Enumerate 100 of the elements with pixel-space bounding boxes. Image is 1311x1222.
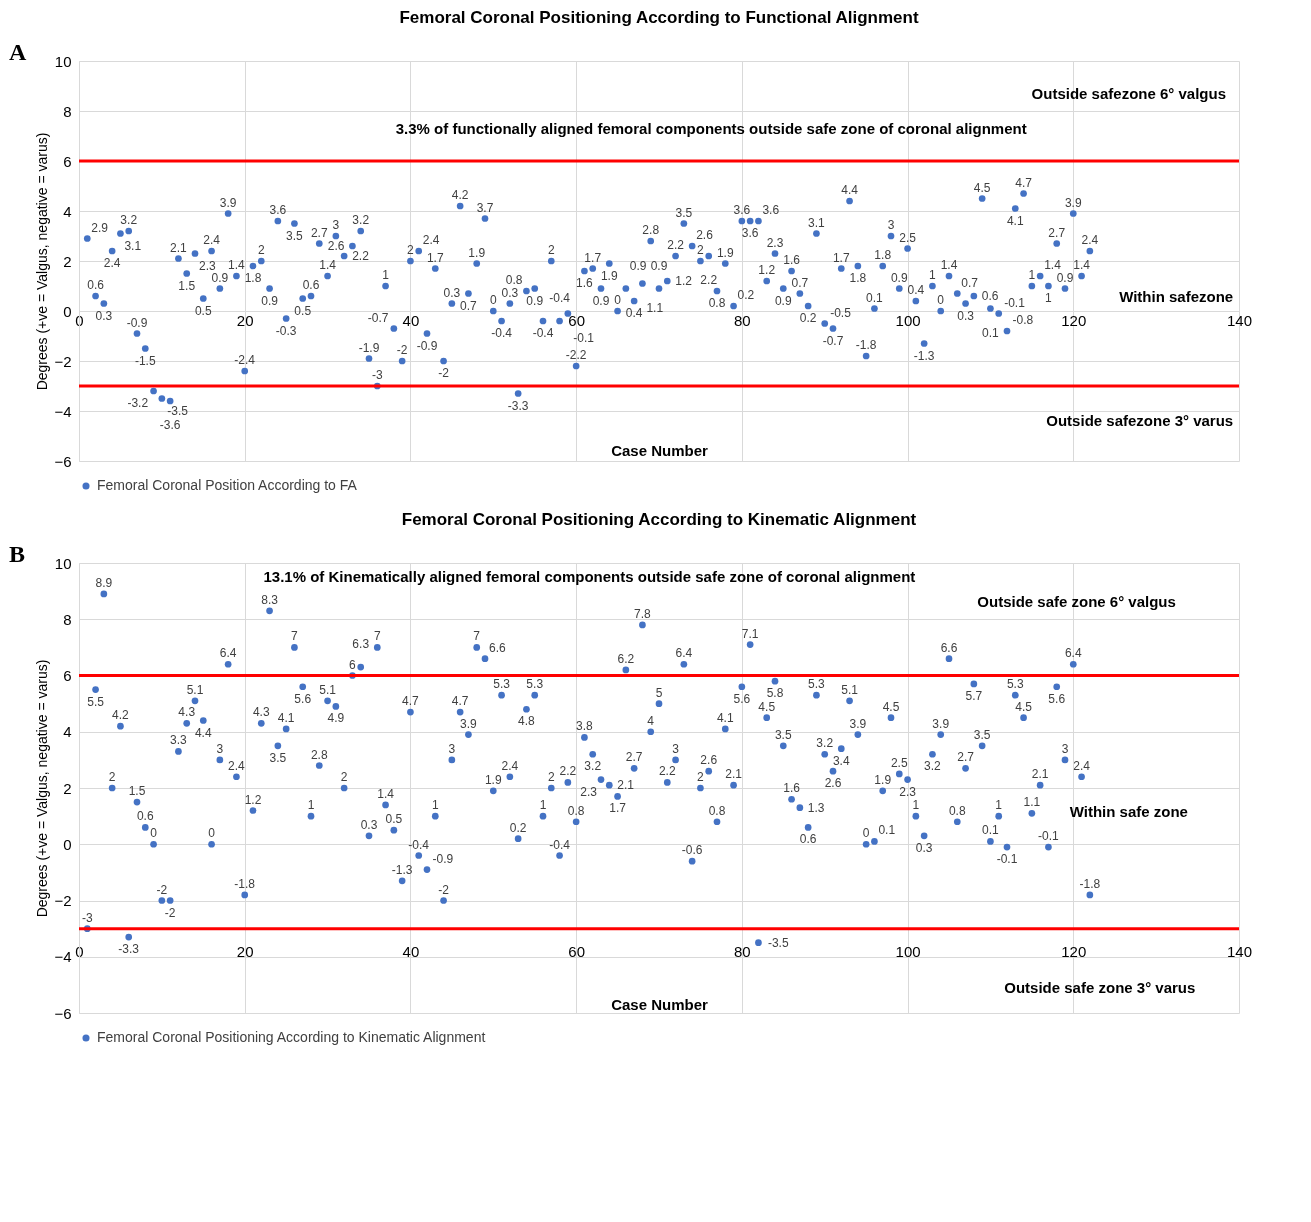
- data-label: 0.3: [915, 840, 933, 855]
- data-label: 0.8: [505, 273, 523, 287]
- data-label: 2.6: [700, 753, 718, 768]
- data-label: -0.4: [549, 291, 571, 305]
- data-label: -1.9: [358, 340, 380, 355]
- data-label: 2.2: [559, 764, 577, 779]
- data-label: 1.4: [377, 786, 395, 801]
- data-label: 3.5: [973, 727, 991, 742]
- data-label: -0.4: [491, 326, 513, 340]
- data-label: 0.5: [294, 303, 312, 318]
- data-label: 2.3: [766, 235, 784, 250]
- data-label: 3.1: [808, 215, 826, 230]
- data-label: -1.5: [134, 353, 156, 368]
- data-label: 0.9: [1056, 270, 1074, 285]
- data-label: 4.3: [178, 705, 196, 720]
- data-label: 1.4: [319, 258, 337, 272]
- data-label: 3.9: [932, 716, 950, 731]
- data-label: 1.8: [874, 248, 892, 262]
- data-label: -0.1: [1038, 829, 1060, 844]
- text: A: [9, 39, 27, 65]
- data-label: 1.9: [874, 772, 892, 787]
- data-label: 4.7: [1015, 175, 1033, 190]
- data-label: -2: [164, 905, 176, 920]
- data-label: 4.7: [402, 694, 420, 709]
- data-label: 0: [614, 293, 622, 307]
- data-label: -0.8: [1012, 313, 1034, 327]
- data-label: -0.4: [532, 326, 554, 340]
- data-label: 3: [448, 741, 456, 756]
- data-label: 5.8: [766, 686, 784, 701]
- data-label: 4.9: [327, 711, 345, 726]
- x-axis-title: Case Number: [611, 442, 709, 459]
- data-label: 2.1: [617, 778, 635, 793]
- data-label: 5.3: [493, 677, 511, 692]
- data-label: 4.1: [716, 710, 734, 725]
- x-tick-label: 60: [568, 311, 585, 329]
- data-label: 2.1: [1031, 767, 1049, 782]
- data-label: 2: [407, 243, 415, 257]
- data-label: 5.6: [294, 691, 312, 706]
- data-label: 2.8: [642, 223, 660, 237]
- data-label: 2.4: [501, 758, 519, 773]
- data-label: 4.1: [277, 710, 295, 725]
- y-tick-label: 10: [54, 52, 72, 70]
- data-label: 0.9: [650, 258, 668, 273]
- data-label: 1.9: [600, 268, 618, 283]
- y-tick-label: −2: [54, 892, 72, 909]
- data-label: -0.4: [408, 837, 430, 852]
- data-label: -0.1: [573, 330, 595, 345]
- data-label: 4.4: [841, 183, 859, 197]
- data-label: 0.2: [799, 311, 817, 325]
- data-label: 0.8: [708, 803, 726, 818]
- annotation: Outside safe zone 6° valgus: [977, 593, 1176, 611]
- data-label: 2.3: [199, 258, 217, 273]
- data-label: 1: [912, 798, 920, 813]
- data-label: 0.6: [799, 832, 817, 847]
- annotation: Within safezone: [1119, 288, 1234, 305]
- data-label: 3.5: [269, 750, 287, 765]
- data-label: 0.1: [982, 823, 1000, 838]
- data-label: 1.1: [1023, 795, 1041, 810]
- data-label: -0.6: [681, 843, 703, 858]
- data-label: 1.7: [584, 250, 602, 265]
- data-label: 0.2: [737, 288, 755, 302]
- data-label: 3: [216, 741, 224, 756]
- data-label: 2: [547, 770, 555, 784]
- data-label: -0.5: [830, 305, 852, 320]
- data-label: 3.5: [774, 727, 792, 742]
- data-label: 5.5: [87, 694, 105, 709]
- data-label: -1.8: [234, 876, 256, 891]
- data-label: 4.2: [112, 708, 130, 723]
- data-label: 2.4: [1073, 758, 1091, 773]
- data-label: 6.6: [940, 640, 958, 655]
- data-label: 1: [1045, 291, 1053, 305]
- data-label: 0.7: [961, 275, 979, 290]
- data-label: 1.9: [716, 245, 734, 260]
- annotation: Outside safezone 3° varus: [1046, 412, 1234, 429]
- data-label: 3.8: [576, 719, 594, 734]
- data-label: -2: [438, 366, 450, 380]
- data-label: 1.7: [426, 250, 444, 265]
- data-label: 1.2: [675, 274, 693, 288]
- y-tick-label: 2: [63, 252, 72, 270]
- data-label: 0: [208, 826, 216, 841]
- data-label: 0.6: [302, 278, 320, 292]
- data-label: 0.4: [625, 306, 643, 320]
- data-label: 2.2: [352, 249, 370, 263]
- data-label: 1: [382, 268, 390, 282]
- x-tick-label: 100: [895, 943, 921, 961]
- data-label: 3.2: [924, 759, 942, 774]
- x-tick-label: 100: [895, 311, 921, 329]
- data-label: 0.3: [501, 285, 519, 300]
- data-label: 1.4: [1073, 258, 1091, 272]
- data-label: -0.1: [996, 852, 1018, 867]
- data-label: -2.4: [234, 353, 256, 367]
- data-label: 1.6: [783, 781, 801, 796]
- data-label: -0.9: [416, 338, 438, 353]
- x-tick-label: 20: [236, 943, 254, 961]
- data-label: 6.2: [617, 651, 635, 666]
- data-label: 3.7: [476, 200, 494, 215]
- legend-label: Femoral Coronal Positioning According to Kinematic Alignment: [97, 1029, 486, 1045]
- data-label: 1.9: [484, 772, 502, 787]
- data-label: 5.6: [733, 691, 751, 706]
- x-tick-label: 140: [1226, 943, 1253, 961]
